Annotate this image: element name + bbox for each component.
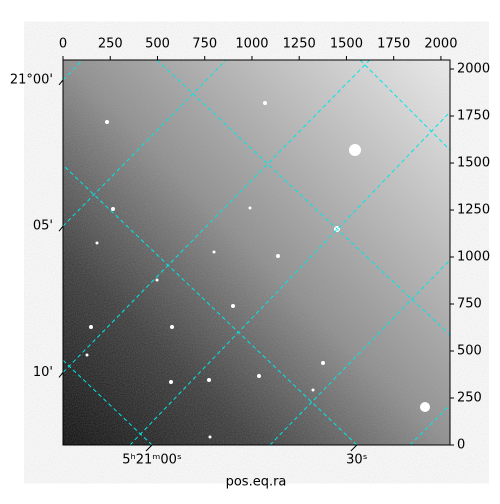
ra-tick-label: 30ˢ xyxy=(346,453,368,468)
dec-grid-line xyxy=(63,60,371,373)
x-tick-label: 1500 xyxy=(330,37,363,52)
x-tick-label: 1750 xyxy=(377,37,410,52)
y-tick-label: 750 xyxy=(457,297,482,312)
y-tick-label: 1750 xyxy=(457,109,490,124)
dec-tick-label: 05' xyxy=(33,219,53,234)
dec-tick xyxy=(58,79,64,86)
dec-tick xyxy=(58,372,64,378)
y-tick-label: 1250 xyxy=(457,203,490,218)
x-tick-label: 2000 xyxy=(424,37,457,52)
ra-tick xyxy=(145,444,153,452)
dec-grid-line xyxy=(63,60,227,227)
dec-tick xyxy=(58,225,64,232)
y-tick-label: 1500 xyxy=(457,156,490,171)
coordinate-grid xyxy=(63,60,450,445)
x-tick-label: 250 xyxy=(98,37,123,52)
y-tick-label: 2000 xyxy=(457,62,490,77)
y-tick-label: 1000 xyxy=(457,250,490,265)
y-tick-label: 0 xyxy=(457,438,465,453)
sky-image xyxy=(63,60,450,445)
y-tick-label: 250 xyxy=(457,391,482,406)
x-tick-label: 500 xyxy=(145,37,170,52)
x-axis-label: pos.eq.ra xyxy=(226,475,287,490)
dec-tick-label: 21°00' xyxy=(10,72,53,87)
plot-frame xyxy=(62,59,451,446)
x-tick-label: 1250 xyxy=(283,37,316,52)
x-tick-label: 0 xyxy=(59,37,67,52)
ra-tick-label: 5ʰ21ᵐ00ˢ xyxy=(122,453,182,468)
x-tick-label: 1000 xyxy=(235,37,268,52)
ra-grid-line xyxy=(63,164,358,445)
x-tick-label: 750 xyxy=(192,37,217,52)
y-tick-label: 500 xyxy=(457,344,482,359)
dec-tick-label: 10' xyxy=(33,365,53,380)
ra-tick xyxy=(350,444,358,452)
